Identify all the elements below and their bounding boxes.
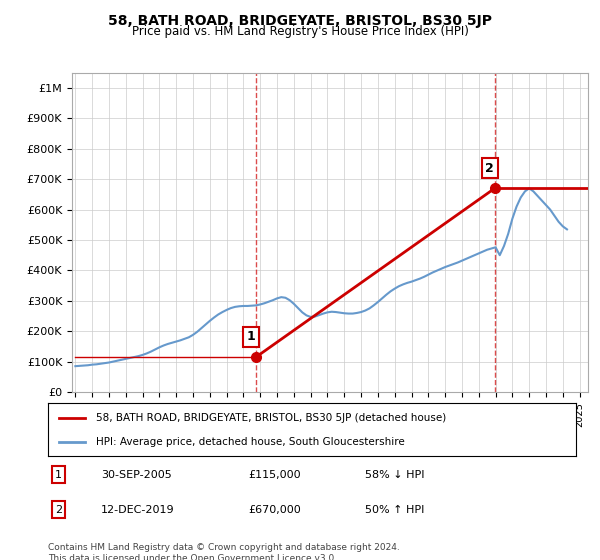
Text: 2: 2 (485, 162, 494, 175)
Text: 58, BATH ROAD, BRIDGEYATE, BRISTOL, BS30 5JP: 58, BATH ROAD, BRIDGEYATE, BRISTOL, BS30… (108, 14, 492, 28)
Text: 30-SEP-2005: 30-SEP-2005 (101, 470, 172, 479)
Text: 12-DEC-2019: 12-DEC-2019 (101, 505, 175, 515)
Text: Price paid vs. HM Land Registry's House Price Index (HPI): Price paid vs. HM Land Registry's House … (131, 25, 469, 38)
Text: 50% ↑ HPI: 50% ↑ HPI (365, 505, 424, 515)
Text: 1: 1 (55, 470, 62, 479)
Text: HPI: Average price, detached house, South Gloucestershire: HPI: Average price, detached house, Sout… (95, 436, 404, 446)
Text: 1: 1 (247, 330, 256, 343)
Text: £115,000: £115,000 (248, 470, 301, 479)
Text: Contains HM Land Registry data © Crown copyright and database right 2024.
This d: Contains HM Land Registry data © Crown c… (48, 543, 400, 560)
Text: 58% ↓ HPI: 58% ↓ HPI (365, 470, 424, 479)
Text: 2: 2 (55, 505, 62, 515)
Text: 58, BATH ROAD, BRIDGEYATE, BRISTOL, BS30 5JP (detached house): 58, BATH ROAD, BRIDGEYATE, BRISTOL, BS30… (95, 413, 446, 423)
Text: £670,000: £670,000 (248, 505, 301, 515)
